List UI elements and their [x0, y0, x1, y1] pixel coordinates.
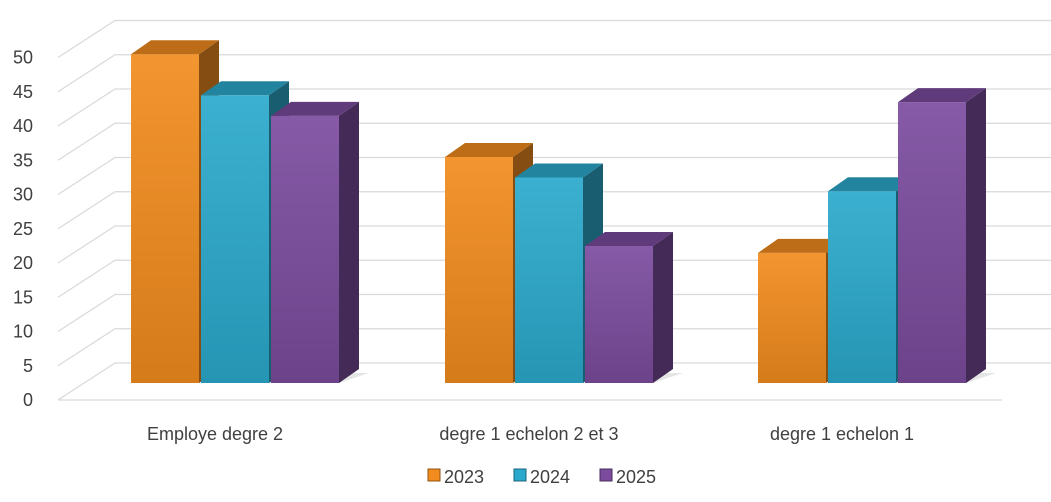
y-tick-label-30: 30 [13, 185, 33, 205]
legend-item-2024: 2024 [513, 467, 570, 487]
gridline-50 [57, 19, 1051, 59]
x-tick-label-0: Employe degre 2 [147, 424, 283, 444]
y-tick-label-40: 40 [13, 116, 33, 136]
y-tick-label-45: 45 [13, 82, 33, 102]
bar-2025-1 [585, 232, 683, 383]
legend: 2023 2024 2025 [427, 467, 656, 487]
gridline-15 [57, 259, 1051, 298]
legend-swatch [427, 468, 441, 482]
y-tick-label-20: 20 [13, 253, 33, 273]
legend-label: 2024 [530, 467, 570, 487]
y-tick-label-0: 0 [23, 390, 33, 410]
y-tick-label-50: 50 [13, 48, 33, 68]
gridline-5 [57, 328, 1051, 367]
bar-2025-0 [271, 101, 369, 383]
bar-2025-2 [898, 88, 996, 384]
gridline-30 [57, 156, 1051, 196]
gridline-10 [57, 293, 1051, 333]
legend-item-2025: 2025 [599, 467, 656, 487]
gridline-20 [57, 225, 1051, 264]
bars [131, 40, 996, 384]
gridline-45 [57, 54, 1051, 93]
y-tick-label-10: 10 [13, 322, 33, 342]
y-tick-label-15: 15 [13, 287, 33, 307]
legend-label: 2025 [616, 467, 656, 487]
y-tick-label-35: 35 [13, 150, 33, 170]
gridline-35 [57, 122, 1051, 161]
gridline-40 [57, 88, 1051, 127]
legend-item-2023: 2023 [427, 467, 484, 487]
y-axis: 0 5 10 15 20 25 30 35 40 45 50 [13, 48, 33, 411]
x-axis: Employe degre 2 degre 1 echelon 2 et 3 deg… [147, 424, 914, 444]
x-tick-label-2: degre 1 echelon 1 [770, 424, 914, 444]
gridline-0 [57, 362, 1051, 401]
x-tick-label-1: degre 1 echelon 2 et 3 [439, 424, 618, 444]
y-tick-label-5: 5 [23, 356, 33, 376]
gridline-25 [57, 191, 1051, 230]
legend-swatch [513, 468, 527, 482]
legend-label: 2023 [444, 467, 484, 487]
bar-2023-1 [445, 142, 543, 383]
legend-swatch [599, 468, 613, 482]
y-tick-label-25: 25 [13, 219, 33, 239]
